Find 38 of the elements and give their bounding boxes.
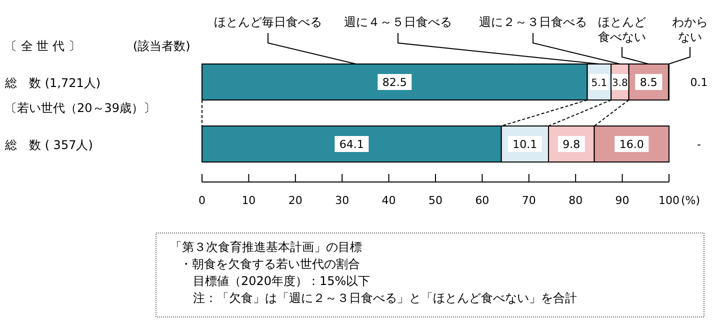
annotation: (該当者数): [133, 39, 190, 53]
tick-label: 0: [198, 194, 206, 207]
value-label: 64.1: [339, 138, 364, 151]
value-label: 16.0: [619, 138, 644, 151]
annotation: ・朝食を欠食する若い世代の割合: [180, 257, 360, 271]
annotation: 〔 全 世 代 〕: [5, 39, 80, 53]
series-name: わから: [672, 15, 708, 29]
series-name: 週に２～３日食べる: [479, 15, 587, 29]
value-label: 0.1: [690, 76, 708, 89]
tick-label: 30: [335, 194, 350, 207]
tick-label: 70: [522, 194, 536, 207]
tick-label: 10: [242, 194, 256, 207]
series-name: ほとんど毎日食べる: [214, 15, 322, 29]
tick-label: 100: [658, 194, 680, 207]
tick-label: 40: [382, 194, 396, 207]
series-name: ほとんど: [598, 15, 646, 29]
tick-label: 20: [288, 194, 302, 207]
value-label: -: [697, 138, 701, 151]
tick-label: 60: [475, 194, 490, 207]
value-label: 9.8: [562, 138, 580, 151]
tick-label: 50: [428, 194, 442, 207]
series-name: 週に４～５日食べる: [344, 15, 452, 29]
tick-label: 90: [615, 194, 630, 207]
value-label: 10.1: [512, 138, 538, 151]
value-label: 8.5: [640, 76, 658, 89]
category: 総 数 ( 357人): [5, 138, 93, 152]
value-label: 5.1: [591, 78, 608, 89]
value-label: 82.5: [382, 76, 407, 89]
value-label: 3.8: [612, 78, 628, 89]
annotation: 〔若い世代（20～39歳）〕: [5, 101, 156, 115]
annotation: 注：「欠食」は「週に２～３日食べる」と「ほとんど食べない」を合計: [193, 291, 577, 305]
annotation: 「第３次食育推進基本計画」の目標: [170, 240, 362, 254]
axis-label: (%): [681, 194, 700, 207]
annotation: 目標値（2020年度）：15%以下: [193, 274, 370, 288]
category: 総 数 (1,721人): [5, 76, 101, 90]
tick-label: 80: [568, 194, 583, 207]
series-name: ない: [678, 30, 702, 44]
series-name: 食べない: [598, 30, 646, 44]
